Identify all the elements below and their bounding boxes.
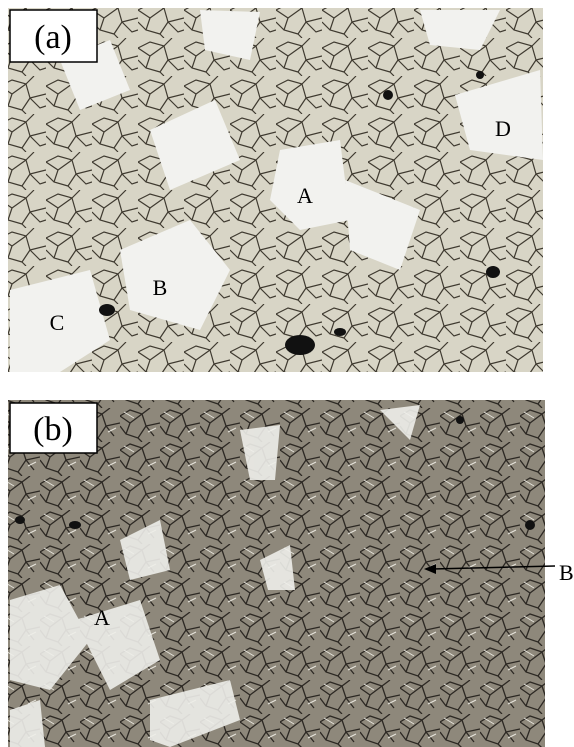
panel-b: (b) B A bbox=[8, 400, 574, 747]
annotation: A bbox=[94, 605, 110, 630]
panel-label: (b) bbox=[33, 411, 73, 448]
annotation: D bbox=[495, 116, 511, 141]
annotation: B bbox=[153, 275, 168, 300]
annotation: C bbox=[50, 310, 65, 335]
annotation: A bbox=[297, 183, 313, 208]
panel-a: (a) D A B C bbox=[8, 8, 543, 372]
annotation: B bbox=[559, 560, 574, 585]
page: {"panels": [ {"label": "(a)", "annotatio… bbox=[0, 0, 574, 747]
panel-label: (a) bbox=[34, 19, 72, 56]
figure: (a) D A B C (b) B A bbox=[0, 0, 574, 747]
